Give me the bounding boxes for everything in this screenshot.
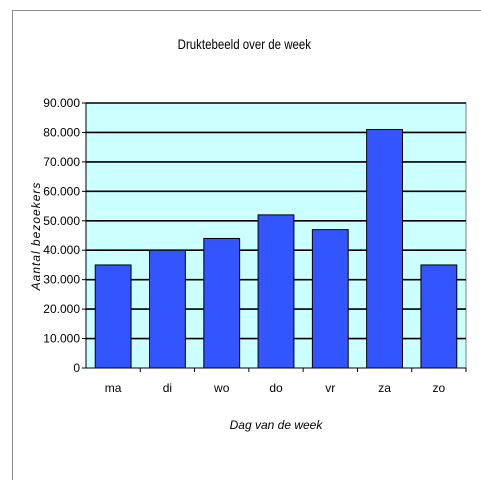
x-tick-label: di bbox=[163, 381, 172, 395]
bar-do bbox=[257, 214, 295, 369]
x-tick-label: za bbox=[378, 381, 391, 395]
y-tick-label: 40.000 bbox=[43, 243, 80, 257]
bar-vr bbox=[311, 229, 349, 369]
y-tick-label: 30.000 bbox=[43, 273, 80, 287]
x-tick-label: zo bbox=[433, 381, 446, 395]
x-tick-label: wo bbox=[213, 381, 230, 395]
y-tick-label: 20.000 bbox=[43, 302, 80, 316]
bar-zo bbox=[420, 264, 458, 369]
x-tick-label: vr bbox=[325, 381, 335, 395]
bar-wo bbox=[203, 237, 241, 369]
x-tick-label: ma bbox=[105, 381, 122, 395]
y-tick-label: 60.000 bbox=[43, 184, 80, 198]
chart-title: Druktebeeld over de week bbox=[177, 36, 312, 52]
y-tick-label: 50.000 bbox=[43, 214, 80, 228]
y-ticks: 0 10.000 20.000 30.000 40.000 50.000 60.000 70.… bbox=[43, 96, 86, 375]
y-tick-label: 90.000 bbox=[43, 96, 80, 110]
y-tick-label: 0 bbox=[73, 361, 80, 375]
y-tick-label: 80.000 bbox=[43, 125, 80, 139]
x-ticks: ma di wo do vr za zo bbox=[105, 368, 467, 395]
y-axis-title: Aantal bezoekers bbox=[29, 182, 43, 292]
bar-di bbox=[149, 249, 186, 369]
bar-za bbox=[366, 129, 403, 369]
y-tick-label: 10.000 bbox=[43, 332, 80, 346]
x-axis-title: Dag van de week bbox=[230, 418, 324, 432]
x-tick-label: do bbox=[269, 381, 283, 395]
y-tick-label: 70.000 bbox=[43, 155, 80, 169]
bar-ma bbox=[94, 264, 132, 369]
